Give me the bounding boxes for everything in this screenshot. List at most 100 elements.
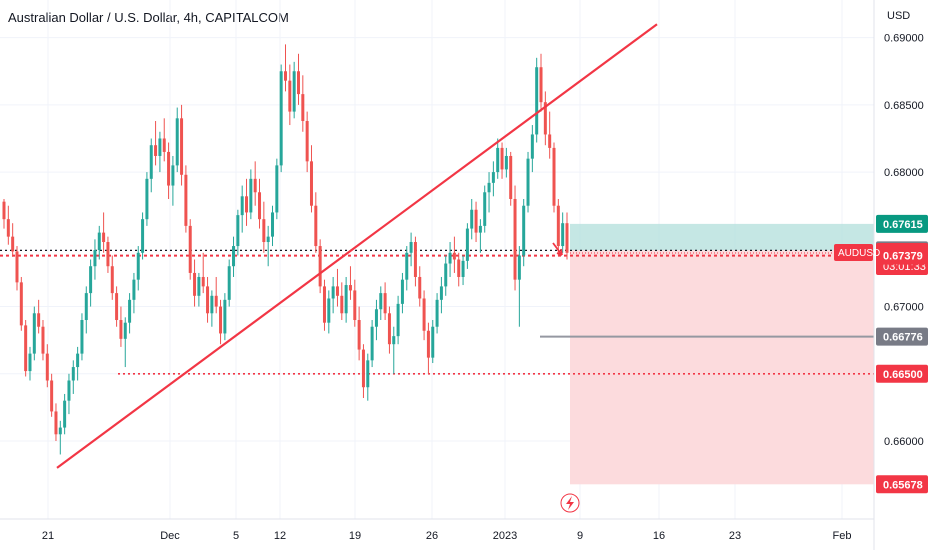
candle-body: [141, 219, 145, 253]
y-tick-label: 0.66000: [884, 436, 924, 448]
candle-body: [374, 309, 378, 327]
candle-body: [71, 367, 75, 381]
take-profit-label: 0.67615: [883, 219, 923, 231]
candle-body: [470, 209, 474, 229]
candle-body: [89, 266, 93, 294]
candle-body: [41, 326, 45, 354]
candle-body: [123, 322, 127, 339]
candle-body: [279, 71, 283, 166]
candle-body: [370, 326, 374, 361]
y-tick-label: 0.68000: [884, 167, 924, 179]
candle-body: [318, 246, 322, 287]
candle-body: [67, 380, 71, 401]
candle-body: [119, 320, 123, 339]
candle-body: [149, 145, 153, 179]
candle-body: [500, 147, 504, 170]
candle-body: [106, 242, 110, 267]
stop-level-badge: [876, 246, 928, 265]
candle-body: [188, 225, 192, 273]
candle-body: [483, 192, 487, 226]
candle-body: [461, 260, 465, 277]
chart-title: Australian Dollar / U.S. Dollar, 4h, CAP…: [8, 10, 289, 25]
candle-body: [180, 118, 184, 175]
candle-body: [387, 313, 391, 345]
profit-zone: [570, 223, 874, 251]
candle-body: [19, 282, 23, 326]
candle-body: [219, 306, 223, 334]
candle-body: [6, 219, 10, 237]
candle-body: [271, 212, 275, 237]
candle-body: [145, 178, 149, 220]
candle-body: [58, 427, 62, 435]
candle-body: [543, 102, 547, 135]
candle-body: [535, 67, 539, 135]
take-profit-badge: [876, 214, 928, 233]
candle-body: [201, 276, 205, 287]
candle-body: [102, 232, 106, 243]
candle-body: [245, 196, 249, 213]
candle-body: [335, 286, 339, 296]
candle-body: [357, 320, 361, 350]
candle-body: [115, 293, 119, 321]
lightning-icon: [566, 496, 574, 510]
target-badge: [876, 475, 928, 494]
candle-body: [32, 313, 36, 354]
candle-body: [37, 313, 41, 327]
arrow-marker: [552, 242, 563, 256]
candle-body: [517, 255, 521, 280]
candle-body: [284, 71, 287, 81]
candle-body: [11, 236, 15, 252]
candle-body: [496, 147, 500, 173]
candle-body: [400, 279, 404, 304]
x-tick-label: 12: [274, 530, 286, 542]
candle-body: [175, 118, 179, 166]
candle-body: [232, 246, 236, 267]
trendline: [56, 23, 658, 469]
candle-body: [206, 286, 210, 314]
candle-body: [93, 250, 97, 267]
candle-body: [409, 242, 413, 253]
x-tick-label: 23: [729, 530, 741, 542]
stop-level-label: 0.67379: [883, 251, 923, 263]
x-tick-label: 26: [426, 530, 438, 542]
candle-body: [223, 299, 227, 334]
candle-body: [465, 228, 469, 261]
x-tick-label: 19: [349, 530, 361, 542]
candle-body: [296, 71, 300, 95]
x-tick-label: 9: [577, 530, 583, 542]
candle-body: [253, 178, 257, 193]
support-gray-label: 0.66776: [883, 332, 923, 344]
candle-body: [162, 138, 166, 152]
candle-body: [128, 299, 132, 323]
candle-body: [552, 147, 556, 206]
candle-body: [54, 411, 58, 435]
candle-body: [24, 325, 28, 372]
candle-body: [379, 293, 383, 310]
candle-body: [262, 219, 266, 243]
candle-body: [76, 353, 80, 368]
candle-body: [305, 121, 309, 162]
candle-body: [522, 205, 526, 256]
candle-body: [457, 259, 461, 277]
candle-body: [504, 155, 508, 170]
candle-body: [413, 242, 417, 277]
candle-body: [565, 223, 569, 253]
candle-body: [392, 336, 396, 345]
candle-body: [2, 201, 6, 220]
candle-body: [322, 286, 326, 323]
candle-body: [530, 134, 534, 159]
candle-body: [210, 295, 214, 314]
candle-body: [439, 286, 443, 300]
x-tick-label: 21: [42, 530, 54, 542]
candle-body: [361, 349, 365, 388]
candle-body: [452, 252, 456, 260]
candle-body: [309, 161, 313, 206]
candle-body: [136, 252, 140, 280]
symbol-tag: [834, 244, 873, 262]
candle-body: [236, 215, 240, 247]
candle-body: [193, 272, 197, 296]
candle-body: [249, 178, 253, 213]
candle-body: [396, 303, 400, 337]
